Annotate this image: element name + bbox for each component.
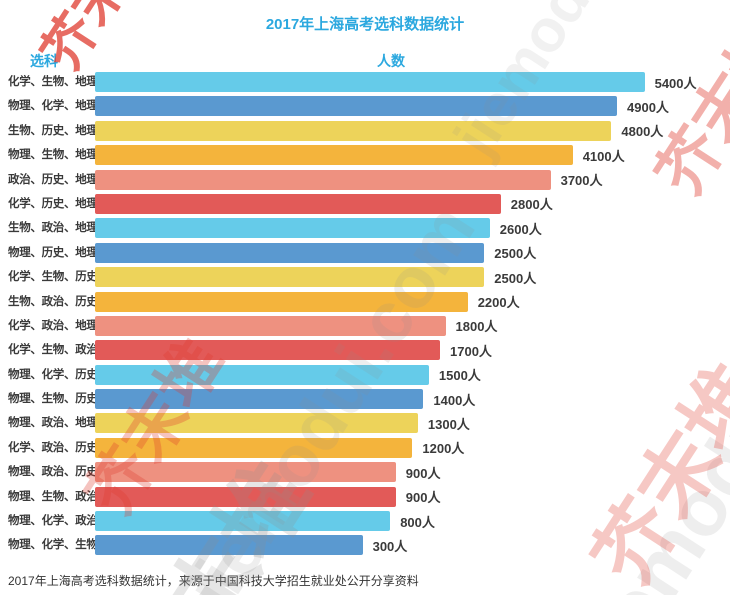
bar xyxy=(95,96,617,117)
row-label: 物理、化学、地理 xyxy=(8,100,95,113)
row-label: 化学、生物、政治 xyxy=(8,344,95,357)
bar-value-label: 1200人 xyxy=(422,441,465,457)
bar-value-label: 900人 xyxy=(405,490,441,506)
bar xyxy=(95,291,468,312)
bar-value-label: 3700人 xyxy=(560,173,603,189)
bar xyxy=(95,462,396,483)
bar xyxy=(95,242,485,263)
chart-row: 化学、生物、政治 1700人 xyxy=(8,340,730,361)
row-label: 物理、政治、地理 xyxy=(8,417,95,430)
bar xyxy=(95,120,612,141)
chart-row: 化学、政治、历史 1200人 xyxy=(8,437,730,458)
chart-row: 生物、历史、地理 4800人 xyxy=(8,120,730,141)
row-label: 物理、生物、地理 xyxy=(8,149,95,162)
chart-row: 化学、历史、地理 2800人 xyxy=(8,193,730,214)
chart-row: 生物、政治、历史 2200人 xyxy=(8,291,730,312)
bar-value-label: 2600人 xyxy=(499,221,542,237)
bar-value-label: 4900人 xyxy=(627,99,669,115)
bar-value-label: 1500人 xyxy=(438,368,481,384)
chart-row: 物理、生物、地理 4100人 xyxy=(8,145,730,166)
row-label: 化学、生物、历史 xyxy=(8,271,95,284)
bar-value-label: 2500人 xyxy=(494,246,537,262)
row-label: 物理、政治、历史 xyxy=(8,466,95,479)
bar-value-label: 4100人 xyxy=(582,148,625,164)
row-label: 化学、政治、历史 xyxy=(8,441,95,454)
bar-value-label: 1400人 xyxy=(433,392,476,408)
row-label: 物理、化学、政治 xyxy=(8,515,95,528)
column-headers: 选科 人数 xyxy=(0,51,730,71)
bar xyxy=(95,340,440,361)
bar-chart: 化学、生物、地理 5400人 物理、化学、地理 4900人 生物、历史、地理 4800人物… xyxy=(8,72,730,560)
row-label: 物理、化学、生物 xyxy=(8,539,95,552)
row-label: 化学、生物、地理 xyxy=(8,76,95,88)
chart-row: 物理、化学、政治 800人 xyxy=(8,511,730,532)
bar-value-label: 5400人 xyxy=(654,75,697,91)
column-header-count: 人数 xyxy=(377,53,405,69)
row-label: 生物、政治、历史 xyxy=(8,295,95,308)
bar-value-label: 2200人 xyxy=(477,295,520,311)
chart-row: 化学、生物、地理 5400人 xyxy=(8,72,730,92)
chart-row: 化学、政治、地理 1800人 xyxy=(8,315,730,336)
chart-row: 物理、政治、历史 900人 xyxy=(8,462,730,483)
bar-value-label: 1300人 xyxy=(427,416,470,432)
bar xyxy=(95,193,501,214)
row-label: 化学、历史、地理 xyxy=(8,197,95,210)
bar-value-label: 1800人 xyxy=(455,319,498,335)
bar xyxy=(95,267,485,288)
column-header-subjects: 选科 xyxy=(30,53,58,69)
chart-title: 2017年上海高考选科数据统计 xyxy=(265,16,465,33)
chart-row: 政治、历史、地理 3700人 xyxy=(8,169,730,190)
bar xyxy=(95,169,551,190)
bar xyxy=(95,389,424,410)
row-label: 生物、政治、地理 xyxy=(8,222,95,235)
bar xyxy=(95,364,429,385)
bar xyxy=(95,315,446,336)
bar-value-label: 300人 xyxy=(372,538,408,554)
chart-row: 生物、政治、地理 2600人 xyxy=(8,218,730,239)
bar-value-label: 900人 xyxy=(405,465,441,481)
row-label: 生物、历史、地理 xyxy=(8,124,95,137)
chart-row: 物理、化学、历史 1500人 xyxy=(8,364,730,385)
bar-value-label: 2500人 xyxy=(494,270,537,286)
chart-row: 物理、化学、生物 300人 xyxy=(8,535,730,556)
row-label: 物理、化学、历史 xyxy=(8,368,95,381)
chart-row: 物理、生物、历史 1400人 xyxy=(8,389,730,410)
chart-row: 物理、政治、地理 1300人 xyxy=(8,413,730,434)
bar xyxy=(95,145,573,166)
chart-row: 化学、生物、历史 2500人 xyxy=(8,267,730,288)
row-label: 政治、历史、地理 xyxy=(8,173,95,186)
bar-value-label: 800人 xyxy=(400,514,435,530)
row-label: 物理、历史、地理 xyxy=(8,246,95,259)
bar xyxy=(95,486,396,507)
bar xyxy=(95,413,418,434)
bar xyxy=(95,535,363,556)
bar-value-label: 1700人 xyxy=(450,343,492,359)
chart-row: 物理、化学、地理 4900人 xyxy=(8,96,730,117)
source-caption: 2017年上海高考选科数据统计，来源于中国科技大学招生就业处公开分享资料 xyxy=(8,574,419,588)
bar xyxy=(95,218,490,239)
bar-value-label: 2800人 xyxy=(510,197,553,213)
bar xyxy=(95,437,413,458)
bar-value-label: 4800人 xyxy=(621,124,664,140)
row-label: 物理、生物、政治 xyxy=(8,490,95,503)
chart-row: 物理、生物、政治 900人 xyxy=(8,486,730,507)
bar xyxy=(95,511,391,532)
row-label: 物理、生物、历史 xyxy=(8,393,95,406)
chart-row: 物理、历史、地理 2500人 xyxy=(8,242,730,263)
row-label: 化学、政治、地理 xyxy=(8,319,95,332)
bar xyxy=(95,72,645,92)
